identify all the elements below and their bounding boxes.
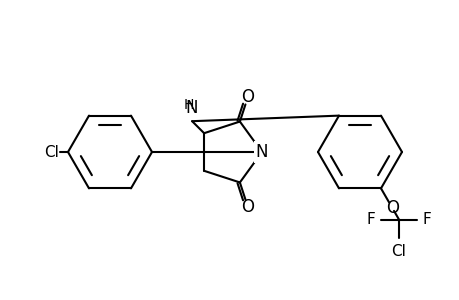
- Text: Cl: Cl: [391, 244, 406, 259]
- Text: N: N: [185, 99, 198, 117]
- Text: Cl: Cl: [44, 145, 59, 160]
- Text: O: O: [241, 198, 254, 216]
- Text: N: N: [255, 143, 268, 161]
- Text: F: F: [422, 212, 431, 227]
- Text: O: O: [385, 199, 398, 217]
- Text: F: F: [365, 212, 374, 227]
- Text: H: H: [184, 98, 194, 112]
- Text: O: O: [241, 88, 254, 106]
